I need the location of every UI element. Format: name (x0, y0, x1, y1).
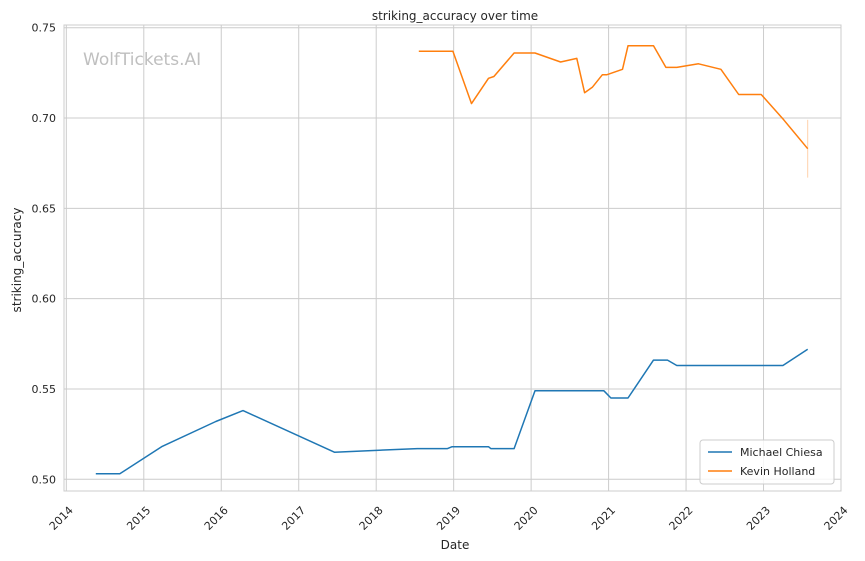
y-tick-label: 0.50 (32, 473, 57, 486)
x-tick-labels: 2014 2015 2016 2017 2018 2019 2020 2021 2022 2023… (47, 504, 851, 533)
x-tick-label: 2022 (667, 504, 696, 533)
legend-box (699, 439, 835, 485)
x-tick-label: 2017 (279, 504, 308, 533)
y-tick-label: 0.65 (32, 202, 57, 215)
x-tick-label: 2016 (202, 504, 231, 533)
x-tick-label: 2015 (124, 504, 153, 533)
series-line-kevin-holland (418, 45, 809, 150)
chart-title: striking_accuracy over time (372, 9, 538, 23)
legend-label-kevin-holland: Kevin Holland (740, 465, 815, 478)
series-lines (95, 45, 809, 475)
y-tick-label: 0.75 (32, 22, 57, 35)
y-tick-label: 0.55 (32, 383, 57, 396)
x-tick-label: 2019 (434, 504, 463, 533)
grid (64, 25, 842, 491)
y-tick-label: 0.70 (32, 112, 57, 125)
legend-label-michael-chiesa: Michael Chiesa (740, 446, 823, 459)
y-axis-label: striking_accuracy (10, 208, 24, 313)
x-tick-label: 2018 (357, 504, 386, 533)
x-tick-label: 2024 (822, 504, 851, 533)
x-tick-label: 2014 (47, 504, 76, 533)
x-tick-label: 2023 (744, 504, 773, 533)
watermark: WolfTickets.AI (83, 50, 201, 70)
plot-frame (63, 24, 842, 492)
x-tick-label: 2021 (589, 504, 618, 533)
legend: Michael Chiesa Kevin Holland (699, 439, 835, 485)
x-axis-label: Date (441, 538, 470, 552)
series-line-michael-chiesa (95, 348, 809, 475)
y-tick-label: 0.60 (32, 293, 57, 306)
x-tick-label: 2020 (512, 504, 541, 533)
y-tick-labels: 0.50 0.55 0.60 0.65 0.70 0.75 (32, 22, 57, 487)
